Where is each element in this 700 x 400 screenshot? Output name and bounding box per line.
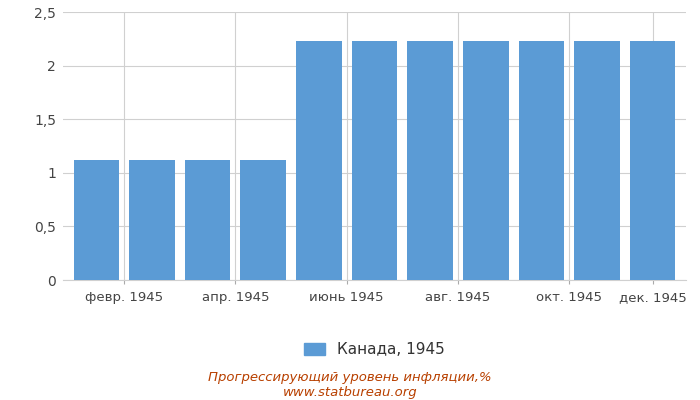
- Bar: [296, 41, 342, 280]
- Bar: [407, 41, 453, 280]
- Bar: [351, 41, 398, 280]
- Bar: [130, 160, 175, 280]
- Text: Прогрессирующий уровень инфляции,%: Прогрессирующий уровень инфляции,%: [208, 372, 492, 384]
- Text: www.statbureau.org: www.statbureau.org: [283, 386, 417, 399]
- Bar: [185, 160, 230, 280]
- Bar: [74, 160, 119, 280]
- Legend: Канада, 1945: Канада, 1945: [298, 336, 452, 363]
- Bar: [630, 41, 676, 280]
- Bar: [240, 160, 286, 280]
- Bar: [574, 41, 620, 280]
- Bar: [519, 41, 564, 280]
- Bar: [463, 41, 509, 280]
